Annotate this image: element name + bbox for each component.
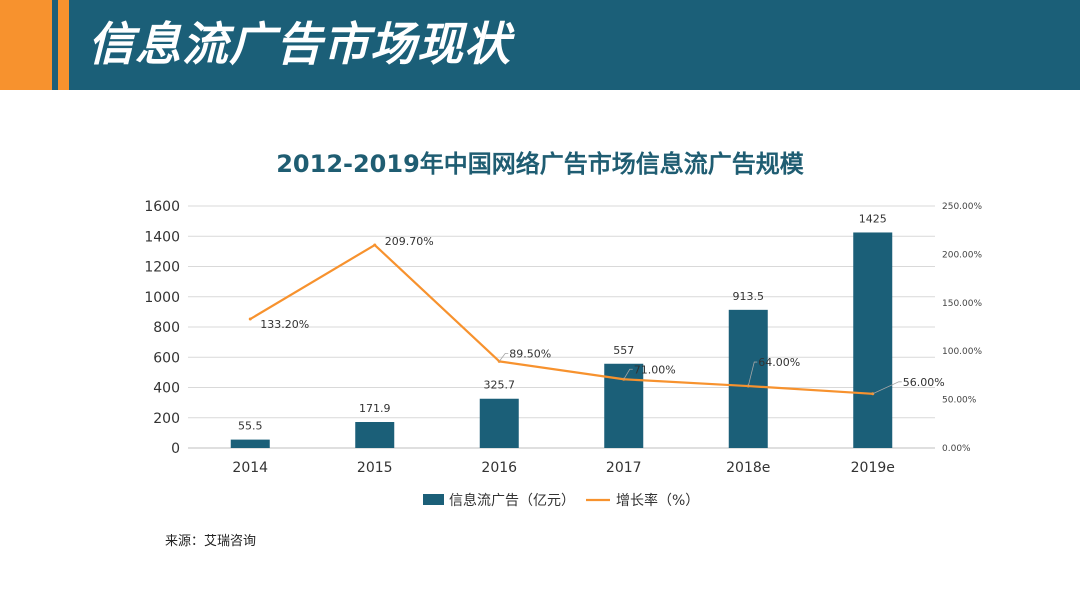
x-tick-label: 2019e — [851, 460, 895, 476]
page-title: 信息流广告市场现状 — [88, 17, 511, 71]
y-right-tick-label: 0.00% — [942, 444, 971, 454]
bar — [355, 422, 395, 448]
bar-data-label: 171.9 — [359, 402, 391, 415]
x-tick-label: 2016 — [481, 460, 517, 476]
line-label-leader — [872, 381, 902, 395]
line-label-leader — [498, 352, 509, 362]
y-left-tick-label: 600 — [153, 350, 180, 366]
x-tick-label: 2014 — [232, 460, 268, 476]
line-data-label: 89.50% — [509, 347, 551, 360]
bar-data-label: 325.7 — [484, 379, 516, 392]
y-left-tick-label: 0 — [171, 441, 180, 457]
bar — [853, 232, 893, 448]
bar-data-label: 913.5 — [733, 290, 765, 303]
x-tick-label: 2017 — [606, 460, 642, 476]
y-left-tick-label: 400 — [153, 381, 180, 397]
y-right-tick-label: 250.00% — [942, 202, 982, 212]
x-tick-label: 2018e — [726, 460, 770, 476]
legend-bar-swatch — [423, 494, 444, 505]
y-left-tick-label: 1600 — [144, 199, 180, 215]
chart-title: 2012-2019年中国网络广告市场信息流广告规模 — [276, 150, 804, 178]
bar — [230, 439, 270, 448]
line-label-leader — [623, 368, 633, 380]
accent-bar-wide — [0, 0, 52, 90]
line-data-label: 71.00% — [634, 363, 676, 376]
y-left-tick-label: 1000 — [144, 290, 180, 306]
y-left-tick-label: 200 — [153, 411, 180, 427]
title-banner: 信息流广告市场现状 — [0, 0, 1080, 90]
legend-bar-label: 信息流广告（亿元） — [449, 492, 575, 509]
y-left-tick-label: 800 — [153, 320, 180, 336]
y-left-tick-label: 1200 — [144, 260, 180, 276]
bar-data-label: 557 — [613, 344, 634, 357]
line-data-label: 56.00% — [903, 376, 945, 389]
line-data-label: 133.20% — [260, 318, 309, 331]
y-left-tick-label: 1400 — [144, 229, 180, 245]
growth-point — [373, 243, 377, 247]
x-tick-label: 2015 — [357, 460, 393, 476]
source-note: 来源：艾瑞咨询 — [165, 534, 257, 549]
legend-line-label: 增长率（%） — [616, 492, 699, 509]
accent-bar-narrow — [58, 0, 69, 90]
y-right-tick-label: 50.00% — [942, 396, 977, 406]
line-label-leader — [747, 361, 758, 387]
bar — [479, 398, 519, 448]
y-right-tick-label: 150.00% — [942, 299, 982, 309]
y-right-tick-label: 100.00% — [942, 347, 982, 357]
bar-data-label: 1425 — [859, 212, 887, 225]
growth-line — [249, 243, 873, 395]
line-data-label: 209.70% — [385, 235, 434, 248]
line-data-label: 64.00% — [758, 356, 800, 369]
bar-data-label: 55.5 — [238, 420, 263, 433]
y-right-tick-label: 200.00% — [942, 250, 982, 260]
growth-point — [248, 317, 252, 321]
bar — [728, 309, 768, 448]
